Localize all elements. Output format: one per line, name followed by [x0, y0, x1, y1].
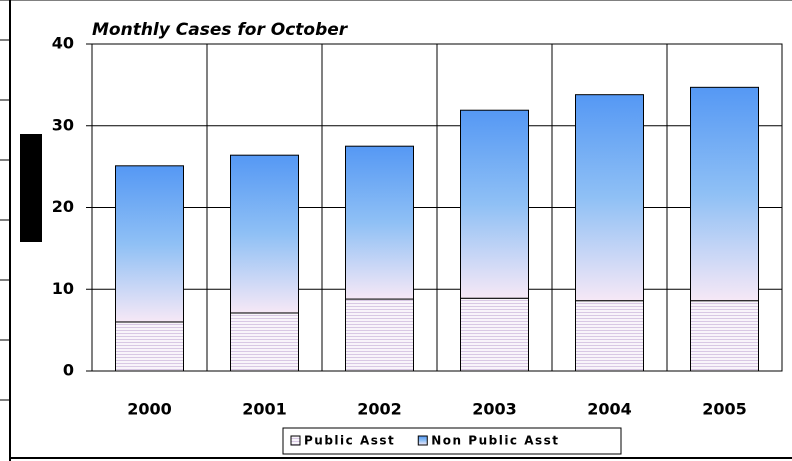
bar-segment [230, 154, 299, 314]
x-tick-label: 2004 [587, 400, 632, 419]
y-tick-label: 30 [52, 115, 74, 134]
bar-segment [460, 297, 529, 372]
bar-segment [690, 86, 759, 302]
bar-segment [230, 312, 299, 372]
bar-segment [115, 321, 184, 372]
y-tick-label: 20 [52, 197, 74, 216]
x-tick-label: 2000 [127, 400, 172, 419]
chart-title: Monthly Cases for October [92, 20, 349, 40]
legend-swatch [290, 435, 301, 446]
bar-segment [575, 300, 644, 372]
bar-segment [345, 298, 414, 372]
bar-segment [575, 94, 644, 302]
y-tick-label: 40 [52, 34, 74, 53]
y-tick-label: 10 [52, 279, 74, 298]
x-tick-label: 2003 [472, 400, 517, 419]
legend [282, 427, 622, 455]
legend-label: Public Asst [304, 434, 395, 448]
bar-segment [345, 145, 414, 300]
bar-segment [690, 300, 759, 372]
y-tick-label: 0 [63, 361, 74, 380]
bar-segment [115, 165, 184, 323]
bar-segment [460, 109, 529, 299]
x-tick-label: 2005 [702, 400, 747, 419]
legend-label: Non Public Asst [431, 434, 559, 448]
x-tick-label: 2002 [357, 400, 402, 419]
x-tick-label: 2001 [242, 400, 287, 419]
redaction-block [20, 134, 42, 242]
legend-swatch [417, 435, 428, 446]
